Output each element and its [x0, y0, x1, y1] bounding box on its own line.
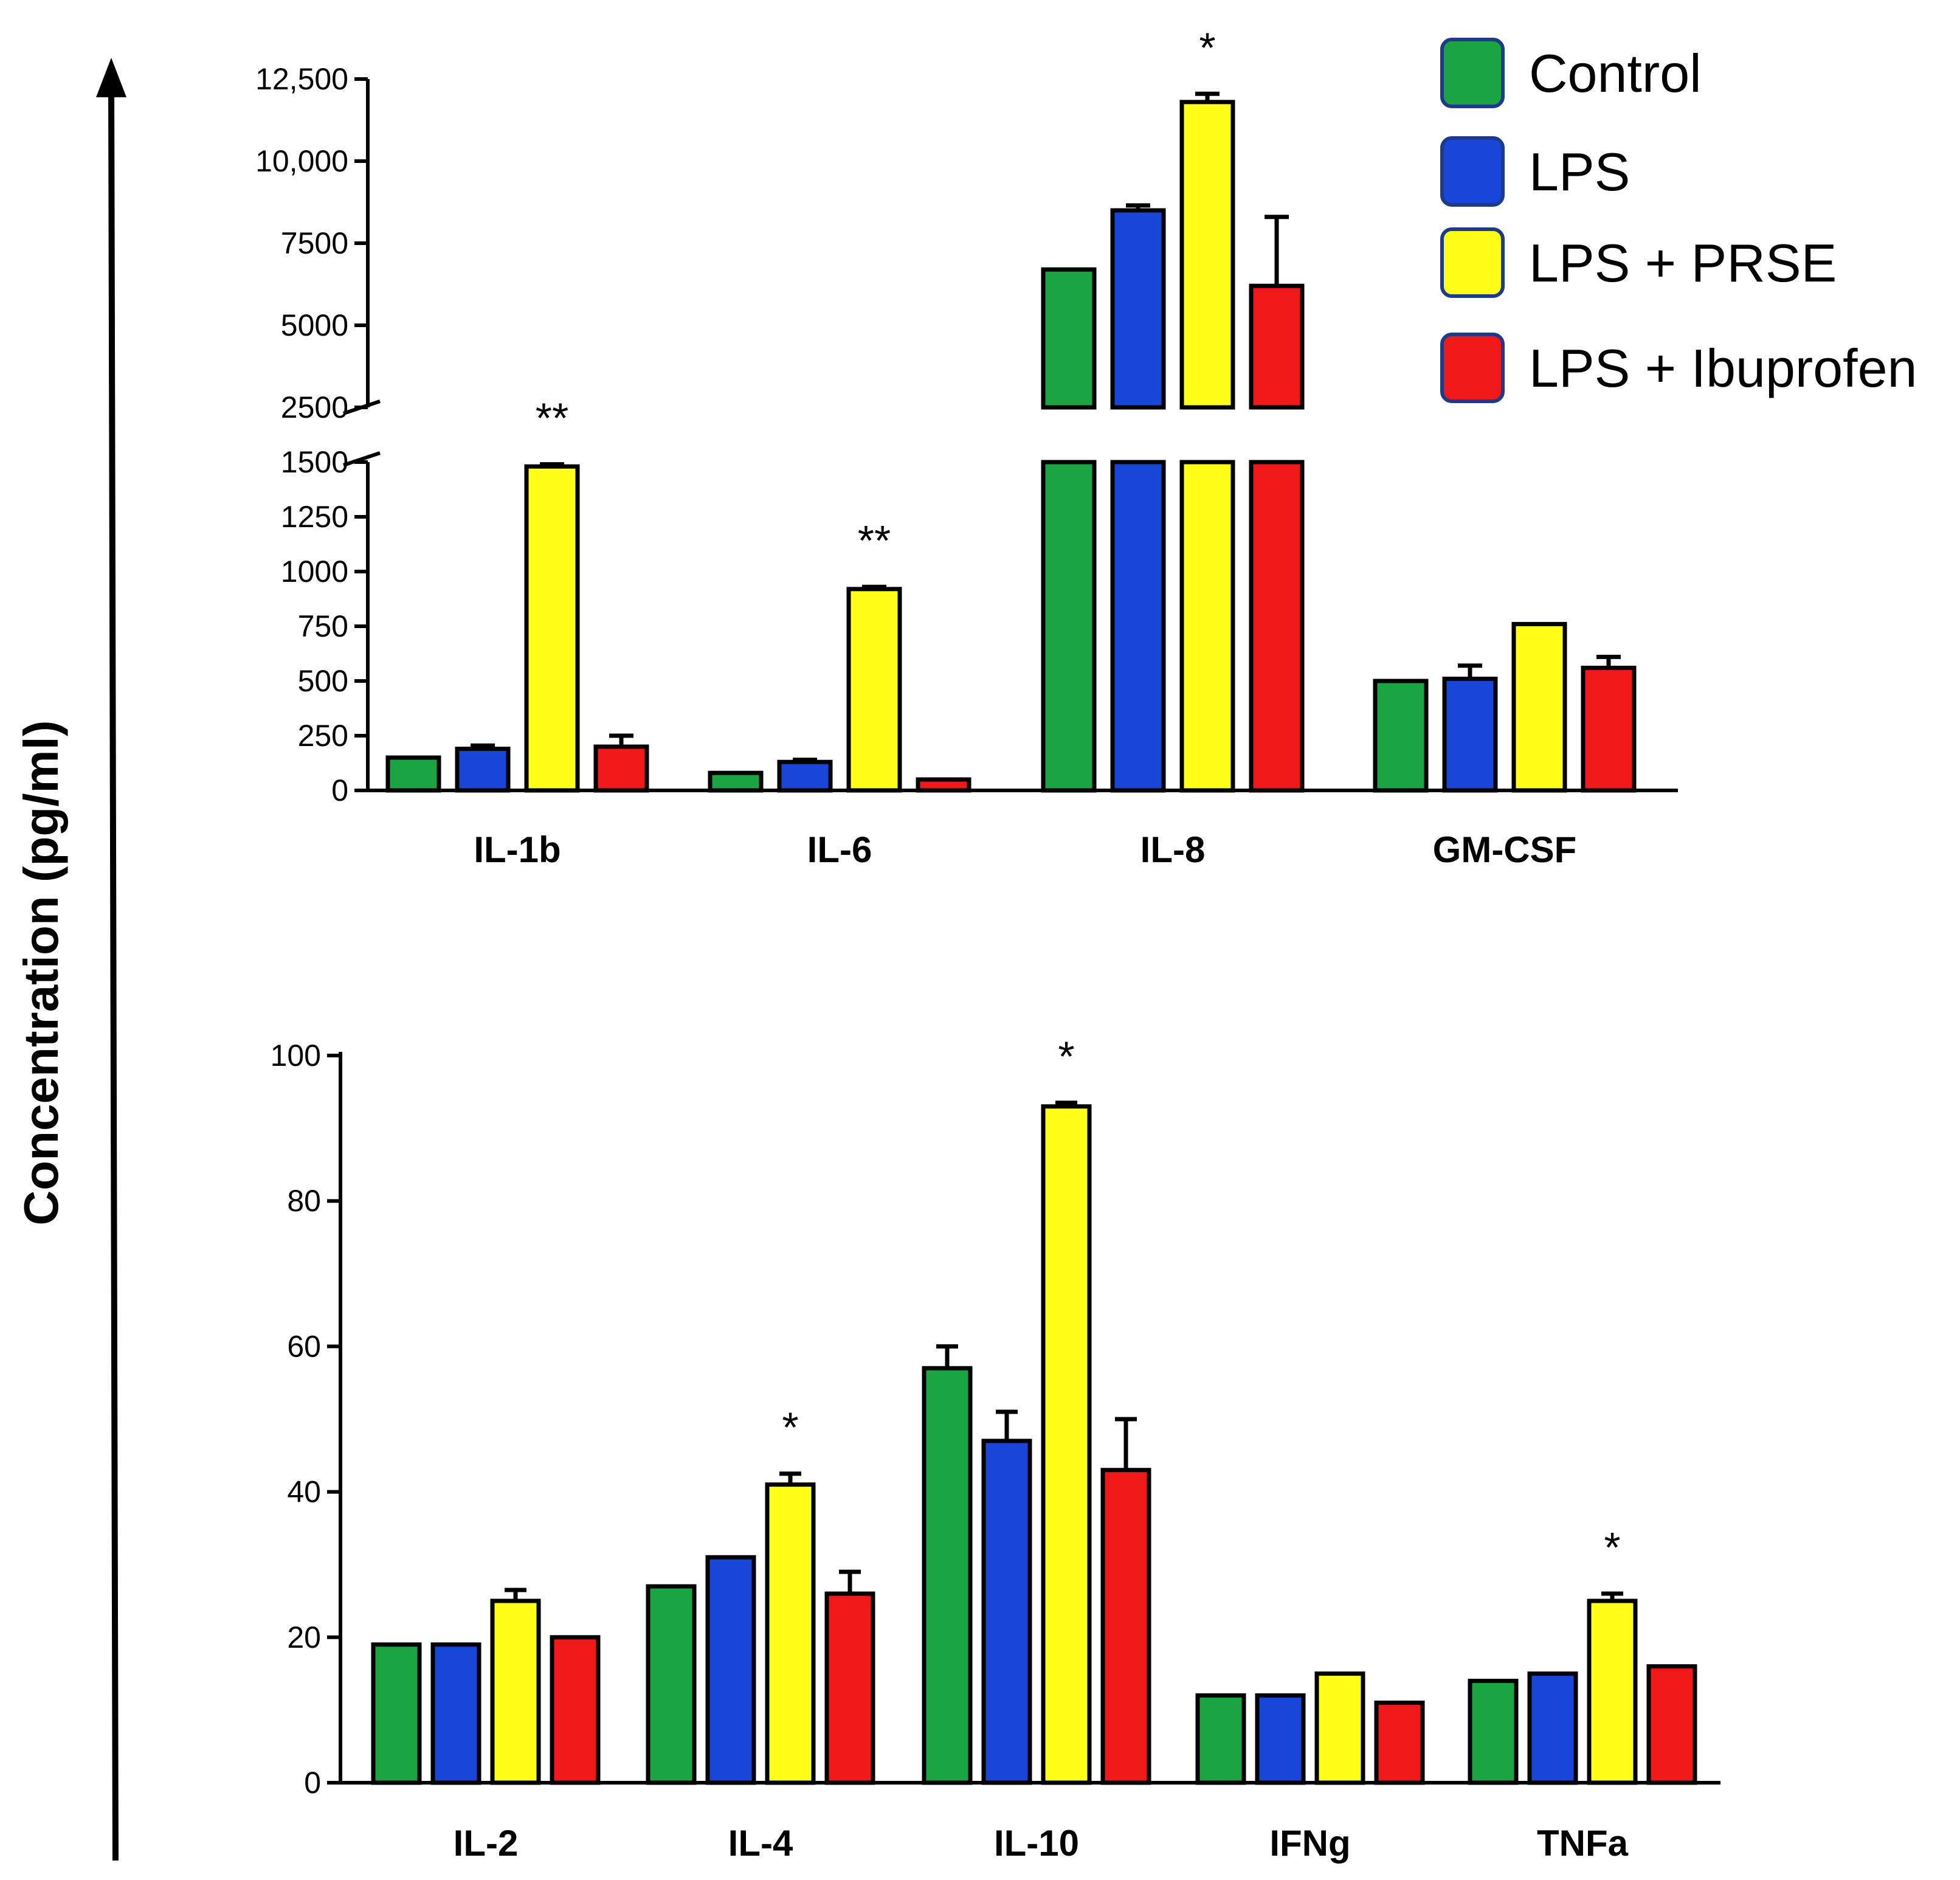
top-panel: 0 250 500 750 1000 1250 1500 2500 5000 7500 10,000…: [255, 24, 1678, 870]
y-tick-label: 7500: [281, 226, 348, 260]
y-tick-label: 40: [287, 1475, 321, 1509]
legend-swatch-control: [1440, 38, 1505, 108]
bar-gm-csf-control: [1373, 679, 1429, 793]
bar-il-10-lps: [981, 1439, 1032, 1785]
y-tick-label: 20: [287, 1620, 321, 1654]
top-labels: IL-1b ** IL-6 ** IL-8 * GM-CSF: [474, 24, 1576, 870]
category-label: GM-CSF: [1433, 829, 1577, 870]
bar-il-8-control-upper: [1041, 267, 1097, 410]
bar-il-8-lps-upper: [1110, 208, 1166, 410]
bottom-labels: IL-2 IL-4 * IL-10 * IFNg TNFa *: [454, 1033, 1629, 1864]
bar-il-1b-lps: [455, 747, 511, 793]
bar-tnfa-control: [1468, 1679, 1519, 1785]
bar-gm-csf-lps-prse: [1511, 621, 1567, 793]
y-tick-label: 750: [298, 609, 348, 643]
bar-il-1b-control: [385, 755, 441, 793]
bottom-ticks: 0 20 40 60 80 100: [271, 1038, 340, 1800]
bar-il-6-lps-ibuprofen: [916, 777, 971, 793]
y-tick-label: 1000: [281, 555, 348, 589]
bar-il-1b-lps-prse: [524, 464, 580, 793]
significance-marker: **: [536, 395, 568, 442]
top-ticks: 0 250 500 750 1000 1250 1500 2500 5000 7500 10,000…: [255, 62, 368, 807]
y-tick-label: 500: [298, 664, 348, 698]
bar-gm-csf-lps-ibuprofen: [1581, 665, 1637, 793]
significance-marker: *: [1058, 1033, 1074, 1080]
bar-il-2-lps-prse: [490, 1598, 541, 1785]
y-tick-label: 250: [298, 719, 348, 753]
bar-il-1b-lps-ibuprofen: [593, 744, 649, 793]
category-label: IL-6: [807, 829, 872, 870]
significance-marker: **: [858, 517, 891, 564]
category-label: IFNg: [1269, 1823, 1350, 1864]
bar-il-10-control: [922, 1366, 973, 1785]
y-tick-label: 2500: [281, 390, 348, 424]
bar-il-4-control: [646, 1584, 697, 1785]
bottom-panel: 0 20 40 60 80 100 IL-2 IL-4 * IL-10 * IFNg TNFa *: [271, 1033, 1720, 1864]
bar-tnfa-lps-ibuprofen: [1646, 1664, 1697, 1785]
bar-il-8-lps-prse-upper: [1179, 100, 1235, 410]
bottom-bars: [371, 1101, 1697, 1785]
legend-swatch-lps: [1440, 136, 1505, 207]
y-tick-label: 0: [331, 773, 348, 807]
bar-il-8-lps-ibuprofen-upper: [1249, 283, 1305, 410]
bar-il-8-lps: [1110, 460, 1166, 793]
bar-il-8-lps-ibuprofen: [1249, 460, 1305, 793]
category-label: IL-8: [1140, 829, 1206, 870]
bar-tnfa-lps-prse: [1587, 1598, 1638, 1785]
legend: Control LPS LPS + PRSE LPS + Ibuprofen: [1440, 38, 1917, 403]
bar-il-10-lps-prse: [1041, 1104, 1092, 1785]
bar-il-6-lps: [777, 759, 833, 793]
y-tick-label: 100: [271, 1038, 321, 1073]
top-bars: [385, 91, 1637, 793]
bar-il-2-lps: [430, 1642, 481, 1785]
significance-marker: *: [1604, 1524, 1620, 1571]
category-label: IL-4: [728, 1823, 793, 1864]
significance-marker: *: [1199, 24, 1215, 71]
y-tick-label: 12,500: [255, 62, 348, 96]
legend-label-lps-ibuprofen: LPS + Ibuprofen: [1529, 338, 1917, 398]
y-tick-label: 1500: [281, 445, 348, 479]
bar-tnfa-lps: [1527, 1671, 1578, 1785]
y-arrow: [108, 85, 119, 1861]
legend-swatch-lps-ibuprofen: [1440, 333, 1505, 403]
legend-label-lps-prse: LPS + PRSE: [1529, 233, 1837, 293]
bar-il-10-lps-ibuprofen: [1100, 1468, 1151, 1785]
category-label: TNFa: [1537, 1823, 1629, 1864]
bar-il-4-lps: [705, 1555, 756, 1785]
bar-ifng-lps: [1255, 1693, 1306, 1785]
legend-label-control: Control: [1529, 43, 1702, 103]
y-tick-label: 0: [304, 1766, 321, 1800]
significance-marker: *: [782, 1404, 798, 1451]
bar-il-6-control: [708, 770, 764, 793]
y-tick-label: 80: [287, 1184, 321, 1218]
y-arrow-head: [96, 58, 126, 97]
y-axis-label: Concentration (pg/ml): [14, 720, 68, 1225]
bar-il-8-lps-prse: [1179, 460, 1235, 793]
y-tick-label: 5000: [281, 308, 348, 342]
y-tick-label: 60: [287, 1329, 321, 1363]
legend-label-lps: LPS: [1529, 142, 1630, 202]
bar-il-4-lps-prse: [765, 1482, 816, 1785]
bar-gm-csf-lps: [1442, 676, 1498, 793]
bar-ifng-control: [1195, 1693, 1246, 1785]
category-label: IL-2: [454, 1823, 519, 1864]
bar-il-2-lps-ibuprofen: [550, 1635, 601, 1785]
y-tick-label: 10,000: [255, 144, 348, 178]
bar-ifng-lps-prse: [1314, 1671, 1365, 1785]
legend-swatch-lps-prse: [1440, 227, 1505, 298]
bar-il-2-control: [371, 1642, 422, 1785]
bar-il-8-control: [1041, 460, 1097, 793]
y-tick-label: 1250: [281, 500, 348, 534]
bar-il-4-lps-ibuprofen: [824, 1591, 875, 1785]
bar-il-6-lps-prse: [846, 587, 902, 793]
category-label: IL-10: [994, 1823, 1079, 1864]
bar-ifng-lps-ibuprofen: [1374, 1700, 1425, 1785]
category-label: IL-1b: [474, 829, 561, 870]
axis-break-mark: [343, 451, 381, 467]
